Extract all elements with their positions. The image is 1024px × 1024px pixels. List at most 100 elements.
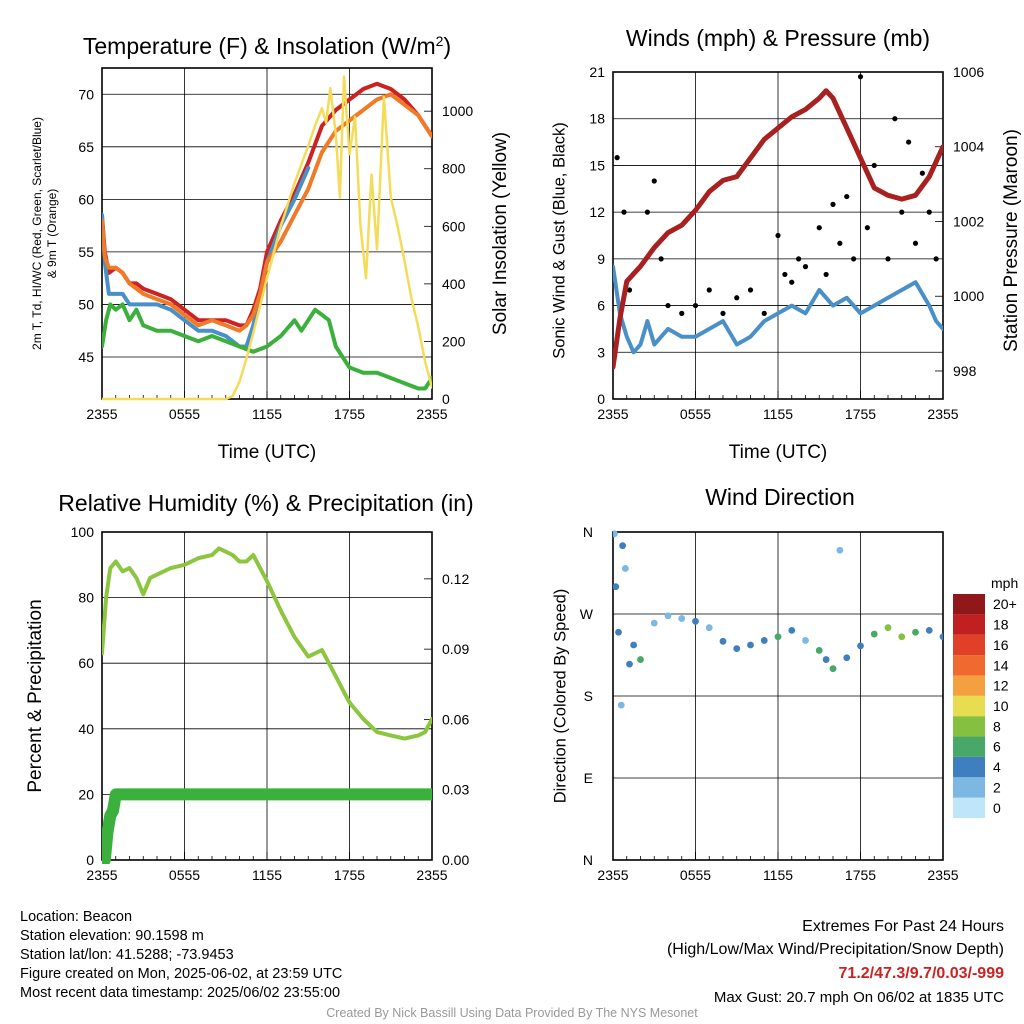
y-left-tick-label: 55 [78, 244, 94, 260]
y-right-tick-label: 0.00 [442, 852, 469, 868]
gust-point [796, 256, 802, 262]
direction-point [925, 627, 933, 634]
x-tick-label: 2355 [416, 867, 447, 883]
y-left-tick-label: 80 [78, 590, 94, 606]
panel-title: Relative Humidity (%) & Precipitation (i… [58, 490, 473, 516]
y-left-tick-label: 0 [597, 391, 605, 407]
y-left-tick-label: 70 [78, 86, 94, 102]
latlon-label: Station lat/lon: 41.5288; -73.9453 [20, 947, 234, 963]
colorbar-swatch [953, 594, 985, 615]
y-direction-tick-label: E [584, 770, 593, 786]
colorbar-label: 12 [993, 678, 1009, 694]
direction-point [836, 546, 844, 554]
y-axis-label-left-2: & 9m T (Orange) [45, 189, 59, 279]
y-left-tick-label: 0 [86, 852, 94, 868]
x-tick-label: 0555 [169, 867, 200, 883]
colorbar-swatch [953, 736, 985, 757]
y-right-tick-label: 400 [442, 276, 466, 292]
y-right-tick-label: 0.12 [442, 571, 469, 587]
y-left-tick-label: 20 [78, 786, 94, 802]
y-left-tick-label: 100 [71, 524, 95, 540]
y-axis-label-left: 2m T, Td, HI/WC (Red, Green, Scarlet/Blu… [30, 117, 44, 350]
extremes-values: 71.2/47.3/9.7/0.03/-999 [838, 965, 1004, 982]
y-axis-label-right: Solar Insolation (Yellow) [490, 132, 511, 335]
y-left-tick-label: 65 [78, 139, 94, 155]
colorbar-swatch [953, 614, 985, 635]
x-tick-label: 1155 [763, 406, 793, 422]
y-right-tick-label: 600 [442, 218, 466, 234]
y-left-tick-label: 40 [78, 721, 94, 737]
gust-point [871, 162, 877, 169]
direction-point [619, 542, 627, 550]
direction-point [843, 654, 851, 662]
y-direction-tick-label: N [583, 524, 593, 540]
y-axis-label-left: Direction (Colored By Speed) [551, 589, 569, 804]
gust-point [782, 271, 788, 278]
y-axis-label-right: Station Pressure (Maroon) [1001, 129, 1022, 352]
colorbar-label: 4 [993, 759, 1001, 775]
x-tick-label: 1155 [252, 867, 282, 883]
colorbar-unit-label: mph [991, 575, 1018, 591]
direction-point [650, 619, 658, 627]
colorbar-label: 6 [993, 739, 1001, 755]
direction-point [747, 641, 754, 649]
series-line-9m-t [102, 92, 432, 333]
gust-point [823, 271, 829, 278]
direction-point [822, 656, 830, 663]
gust-point [626, 287, 633, 293]
y-right-tick-label: 800 [442, 161, 466, 177]
x-tick-label: 2355 [86, 867, 117, 883]
x-tick-label: 2355 [416, 406, 447, 422]
gust-point [864, 225, 870, 231]
direction-point [829, 665, 837, 673]
colorbar-label: 10 [993, 698, 1009, 714]
gust-point [837, 240, 843, 246]
y-left-tick-label: 21 [589, 64, 605, 80]
recent-data-label: Most recent data timestamp: 2025/06/02 2… [20, 985, 341, 1001]
colorbar-label: 8 [993, 718, 1001, 734]
x-tick-label: 1755 [845, 867, 876, 883]
y-axis-label-left: Percent & Precipitation [25, 599, 46, 792]
y-right-tick-label: 0.03 [442, 782, 469, 798]
precipitation-line [102, 788, 432, 864]
y-axis-label-left: Sonic Wind & Gust (Blue, Black) [550, 122, 568, 359]
y-direction-tick-label: S [584, 688, 593, 704]
plot-frame [101, 531, 433, 861]
direction-point [788, 627, 796, 634]
y-direction-tick-label: N [583, 852, 593, 868]
gust-point [621, 209, 627, 215]
series-line-td [102, 302, 432, 391]
direction-point [815, 647, 823, 654]
gust-point [761, 310, 767, 316]
gust-point [802, 264, 809, 270]
direction-point [774, 633, 782, 641]
colorbar-swatch [953, 777, 985, 798]
series-line-solar [102, 75, 432, 401]
gust-point [706, 287, 712, 293]
x-tick-label: 1755 [334, 867, 365, 883]
extremes-subtitle: (High/Low/Max Wind/Precipitation/Snow De… [666, 941, 1004, 958]
x-tick-label: 1155 [763, 867, 793, 883]
y-left-tick-label: 9 [597, 251, 605, 267]
gust-point [906, 139, 912, 145]
gust-point [789, 279, 795, 285]
gust-point [658, 256, 664, 262]
y-left-tick-label: 60 [78, 191, 94, 207]
series-line-pressure [613, 88, 943, 370]
direction-point [613, 530, 618, 538]
colorbar-label: 20+ [993, 596, 1017, 612]
colorbar-swatch [953, 756, 985, 778]
x-tick-label: 1755 [334, 406, 365, 422]
colorbar-swatch [953, 797, 985, 818]
gust-point [692, 302, 699, 309]
x-axis-label: Time (UTC) [729, 442, 828, 463]
x-tick-label: 2355 [927, 406, 958, 422]
direction-point [760, 637, 768, 644]
x-tick-label: 0555 [680, 406, 711, 422]
direction-point [692, 617, 699, 625]
series-line-rh [102, 546, 432, 741]
gust-point [885, 256, 891, 262]
gust-point [816, 225, 822, 231]
direction-point [613, 583, 620, 591]
direction-point [719, 637, 727, 645]
